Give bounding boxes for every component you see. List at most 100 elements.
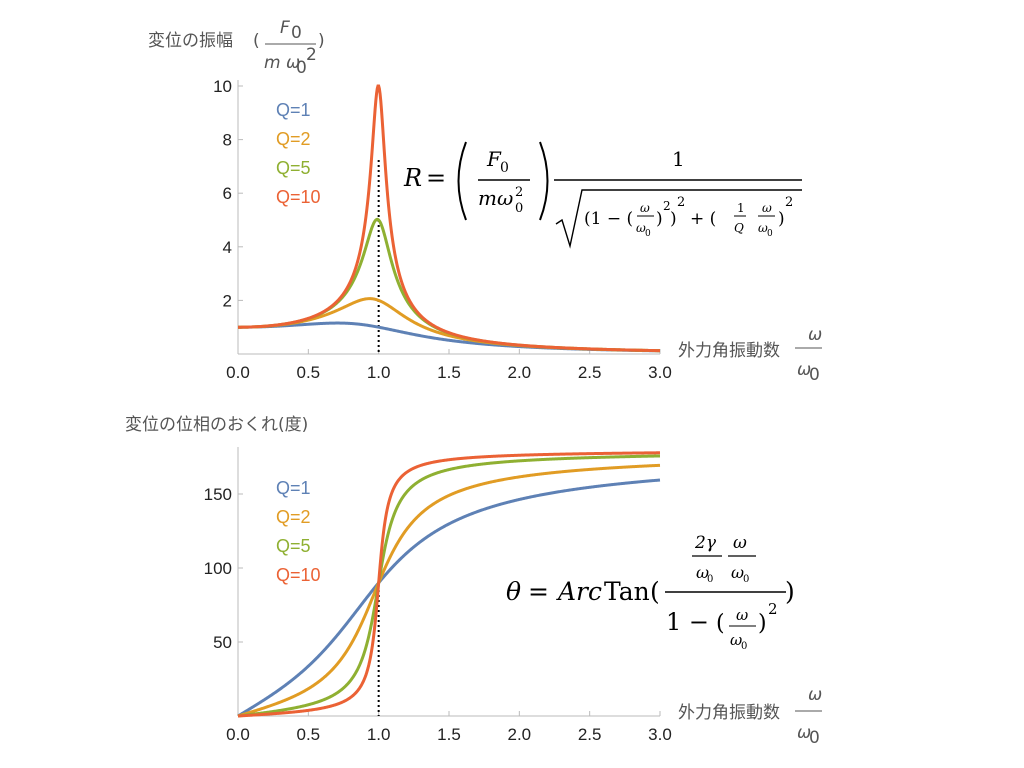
svg-text:ω: ω	[696, 563, 709, 582]
phase-x-tick-label: 3.0	[648, 725, 672, 744]
phase-x-tick-label: 1.0	[367, 725, 391, 744]
phase-x-tick-label: 2.5	[578, 725, 602, 744]
svg-text:): )	[656, 209, 663, 229]
amplitude-formula: R = F 0 mω 0 2 1 (1 − ( ω ω 0 ) 2 ) 2 + …	[403, 141, 802, 249]
svg-text:2: 2	[785, 195, 793, 210]
amplitude-y-axis-title: 変位の振幅	[148, 31, 233, 51]
amplitude-x-tick-label: 1.0	[367, 363, 391, 382]
amplitude-y-tick-label: 8	[223, 131, 232, 150]
svg-text:): )	[758, 611, 767, 636]
legend-entry-q1: Q=1	[276, 100, 311, 120]
phase-line-q1	[237, 478, 661, 718]
svg-text:2: 2	[663, 199, 671, 213]
svg-text:2: 2	[515, 185, 523, 200]
svg-text:2: 2	[306, 45, 317, 65]
phase-chart: 変位の位相のおくれ(度) 0.0 0.5 1.0 1.5 2.0 2.5 3.0 50 100 1…	[125, 415, 822, 748]
svg-text:ω: ω	[736, 606, 748, 624]
svg-text:2: 2	[768, 600, 778, 618]
phase-x-tick-label: 1.5	[437, 725, 461, 744]
svg-text:0: 0	[741, 641, 747, 652]
svg-text:ω: ω	[733, 533, 747, 553]
svg-text:): )	[778, 209, 785, 229]
phase-series	[237, 451, 661, 718]
svg-text:0: 0	[743, 574, 749, 585]
svg-text:ω: ω	[808, 325, 822, 345]
svg-text:0: 0	[296, 58, 307, 78]
svg-text:mω: mω	[478, 186, 513, 210]
svg-text:ω: ω	[640, 201, 650, 215]
svg-text:0: 0	[515, 201, 523, 216]
phase-x-tick-label: 0.5	[297, 725, 321, 744]
svg-text:(1 − (: (1 − (	[584, 209, 633, 229]
amplitude-x-tick-label: 3.0	[648, 363, 672, 382]
svg-text:+ (: + (	[690, 209, 716, 229]
svg-text:ω: ω	[636, 221, 646, 235]
phase-formula: θ = Arc Tan ( 2γ ω 0 ω ω 0 1 − ( ω ω 0 )…	[506, 533, 795, 652]
svg-text:ω: ω	[808, 685, 822, 705]
phase-y-tick-label: 150	[204, 485, 232, 504]
phase-line-q2	[237, 463, 661, 718]
amplitude-chart: 変位の振幅 ( F 0 m ω 0 2 ) 0.0 0.5 1.0 1.5 2.0 2.5…	[148, 18, 822, 385]
amplitude-y-axis-unit: ( F 0 m ω 0 2 )	[253, 18, 325, 78]
amplitude-x-axis-unit: ω ω 0	[795, 325, 822, 385]
svg-text:0: 0	[645, 229, 651, 239]
amplitude-x-tick-label: 1.5	[437, 363, 461, 382]
amplitude-y-tick-label: 4	[223, 238, 232, 257]
svg-text:m ω: m ω	[264, 53, 300, 73]
svg-text:0: 0	[500, 160, 509, 176]
legend-entry-q2: Q=2	[276, 129, 311, 149]
legend-entry-q10: Q=10	[276, 565, 321, 585]
svg-text:=: =	[426, 164, 446, 192]
svg-text:): )	[318, 31, 325, 51]
phase-y-axis-title: 変位の位相のおくれ(度)	[125, 415, 308, 435]
amplitude-x-tick-label: 2.0	[508, 363, 532, 382]
phase-legend: Q=1 Q=2 Q=5 Q=10	[276, 478, 321, 585]
phase-line-q10	[237, 451, 661, 718]
amplitude-y-tick-label: 6	[223, 184, 232, 203]
svg-text:0: 0	[809, 728, 820, 748]
phase-x-axis-title: 外力角振動数	[678, 703, 780, 723]
amplitude-line-q5	[238, 217, 661, 353]
svg-text:0: 0	[809, 365, 820, 385]
amplitude-x-tick-label: 0.0	[226, 363, 250, 382]
legend-entry-q5: Q=5	[276, 536, 311, 556]
amplitude-x-tick-label: 2.5	[578, 363, 602, 382]
svg-text:θ: θ	[506, 577, 521, 606]
amplitude-legend: Q=1 Q=2 Q=5 Q=10	[276, 100, 321, 207]
svg-text:0: 0	[707, 574, 713, 585]
phase-line-q5	[237, 454, 661, 718]
svg-text:(: (	[253, 31, 260, 51]
svg-text:Arc: Arc	[556, 577, 602, 606]
svg-text:R: R	[403, 164, 422, 192]
svg-text:(: (	[650, 577, 660, 606]
phase-y-tick-label: 50	[213, 633, 232, 652]
svg-text:ω: ω	[762, 201, 772, 215]
amplitude-x-tick-label: 0.5	[297, 363, 321, 382]
svg-text:ω: ω	[797, 723, 811, 743]
svg-text:ω: ω	[758, 221, 768, 235]
svg-text:=: =	[528, 577, 549, 606]
svg-text:ω: ω	[730, 631, 742, 649]
amplitude-line-q10	[238, 84, 661, 353]
svg-text:ω: ω	[731, 563, 744, 582]
amplitude-y-tick-label: 10	[213, 77, 232, 96]
svg-text:): )	[670, 209, 677, 229]
phase-x-axis-unit: ω ω 0	[795, 685, 822, 748]
svg-text:F: F	[280, 18, 290, 38]
phase-y-tick-label: 100	[204, 559, 232, 578]
phase-x-tick-label: 2.0	[508, 725, 532, 744]
legend-entry-q2: Q=2	[276, 507, 311, 527]
svg-text:1: 1	[737, 201, 745, 215]
svg-text:Tan: Tan	[604, 577, 650, 606]
svg-text:1: 1	[672, 147, 685, 171]
svg-text:0: 0	[767, 229, 773, 239]
svg-text:2: 2	[677, 195, 685, 210]
svg-text:F: F	[486, 147, 502, 171]
amplitude-ticks: 0.0 0.5 1.0 1.5 2.0 2.5 3.0 2 4 6 8 10	[213, 77, 672, 382]
svg-text:1 −: 1 −	[666, 608, 709, 636]
amplitude-series	[238, 84, 661, 353]
svg-text:ω: ω	[797, 360, 811, 380]
svg-text:(: (	[716, 611, 725, 636]
phase-ticks: 0.0 0.5 1.0 1.5 2.0 2.5 3.0 50 100 150	[204, 485, 672, 744]
